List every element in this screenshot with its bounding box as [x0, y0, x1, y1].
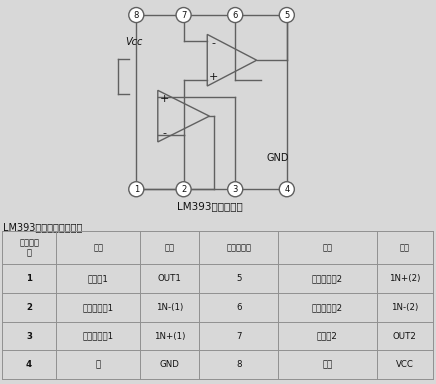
Text: 功能: 功能: [323, 243, 333, 252]
Text: 1N+(2): 1N+(2): [389, 274, 421, 283]
Text: OUT1: OUT1: [158, 274, 182, 283]
Text: OUT2: OUT2: [393, 331, 417, 341]
Text: 8: 8: [236, 360, 242, 369]
Text: GND: GND: [160, 360, 180, 369]
Text: 功能: 功能: [93, 243, 103, 252]
Text: 符号: 符号: [400, 243, 410, 252]
Text: 7: 7: [236, 331, 242, 341]
Text: 2: 2: [181, 185, 186, 194]
Text: +: +: [160, 94, 169, 104]
Text: LM393内部结构图: LM393内部结构图: [177, 201, 242, 211]
Text: 符号: 符号: [165, 243, 175, 252]
Text: 地: 地: [95, 360, 101, 369]
Text: 反向输入端2: 反向输入端2: [312, 303, 343, 312]
Text: 正向输入端2: 正向输入端2: [312, 274, 343, 283]
Circle shape: [279, 8, 294, 23]
Circle shape: [129, 8, 144, 23]
Text: GND: GND: [267, 154, 290, 164]
Text: 3: 3: [232, 185, 238, 194]
Text: 4: 4: [284, 185, 290, 194]
Circle shape: [176, 8, 191, 23]
Text: 3: 3: [26, 331, 32, 341]
Text: 5: 5: [236, 274, 242, 283]
Text: 7: 7: [181, 10, 186, 20]
Text: 引出端序
号: 引出端序 号: [19, 238, 39, 257]
Circle shape: [129, 182, 144, 197]
Text: 反向输入端1: 反向输入端1: [82, 303, 114, 312]
Circle shape: [228, 182, 243, 197]
Text: 1N-(2): 1N-(2): [391, 303, 419, 312]
Text: 5: 5: [284, 10, 290, 20]
Text: LM393引脚功能排列表：: LM393引脚功能排列表：: [3, 222, 82, 232]
Text: -: -: [162, 128, 166, 138]
Text: 6: 6: [232, 10, 238, 20]
Text: +: +: [209, 73, 218, 83]
Text: -: -: [212, 38, 216, 48]
Circle shape: [176, 182, 191, 197]
Text: 输出端2: 输出端2: [317, 331, 338, 341]
Text: 8: 8: [133, 10, 139, 20]
Circle shape: [228, 8, 243, 23]
Circle shape: [279, 182, 294, 197]
Text: 电源: 电源: [322, 360, 333, 369]
Text: 1: 1: [26, 274, 32, 283]
Text: 正向输入端1: 正向输入端1: [82, 331, 114, 341]
Text: 1N+(1): 1N+(1): [154, 331, 185, 341]
Text: 1: 1: [134, 185, 139, 194]
Text: VCC: VCC: [396, 360, 414, 369]
Text: 2: 2: [26, 303, 32, 312]
Text: 1N-(1): 1N-(1): [156, 303, 183, 312]
Text: 引出端序号: 引出端序号: [226, 243, 251, 252]
Text: 6: 6: [236, 303, 242, 312]
Text: 4: 4: [26, 360, 32, 369]
Text: 输出端1: 输出端1: [88, 274, 109, 283]
Text: Vcc: Vcc: [126, 36, 143, 46]
